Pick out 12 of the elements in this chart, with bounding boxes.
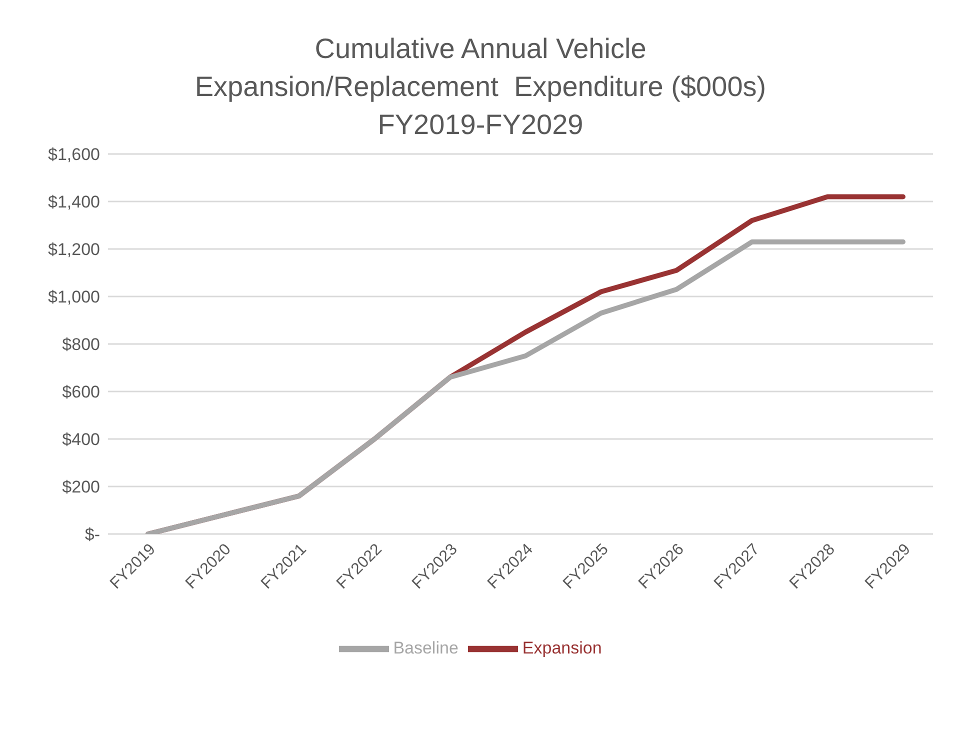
y-tick-label: $200 [62,478,100,497]
legend-label: Expansion [522,638,602,658]
y-tick-label: $800 [62,335,100,354]
y-tick-label: $1,000 [48,288,100,307]
legend-label: Baseline [393,638,458,658]
y-tick-label: $- [84,525,100,544]
chart-title: Cumulative Annual Vehicle Expansion/Replacement Expenditure ($000s) FY2019-FY2029 [194,32,768,142]
y-tick-label: $1,400 [48,192,100,212]
y-tick-label: $600 [62,382,100,402]
y-tick-label: $1,200 [48,240,100,260]
y-tick-label: $400 [62,430,100,450]
y-tick-label: $1,600 [48,145,100,164]
